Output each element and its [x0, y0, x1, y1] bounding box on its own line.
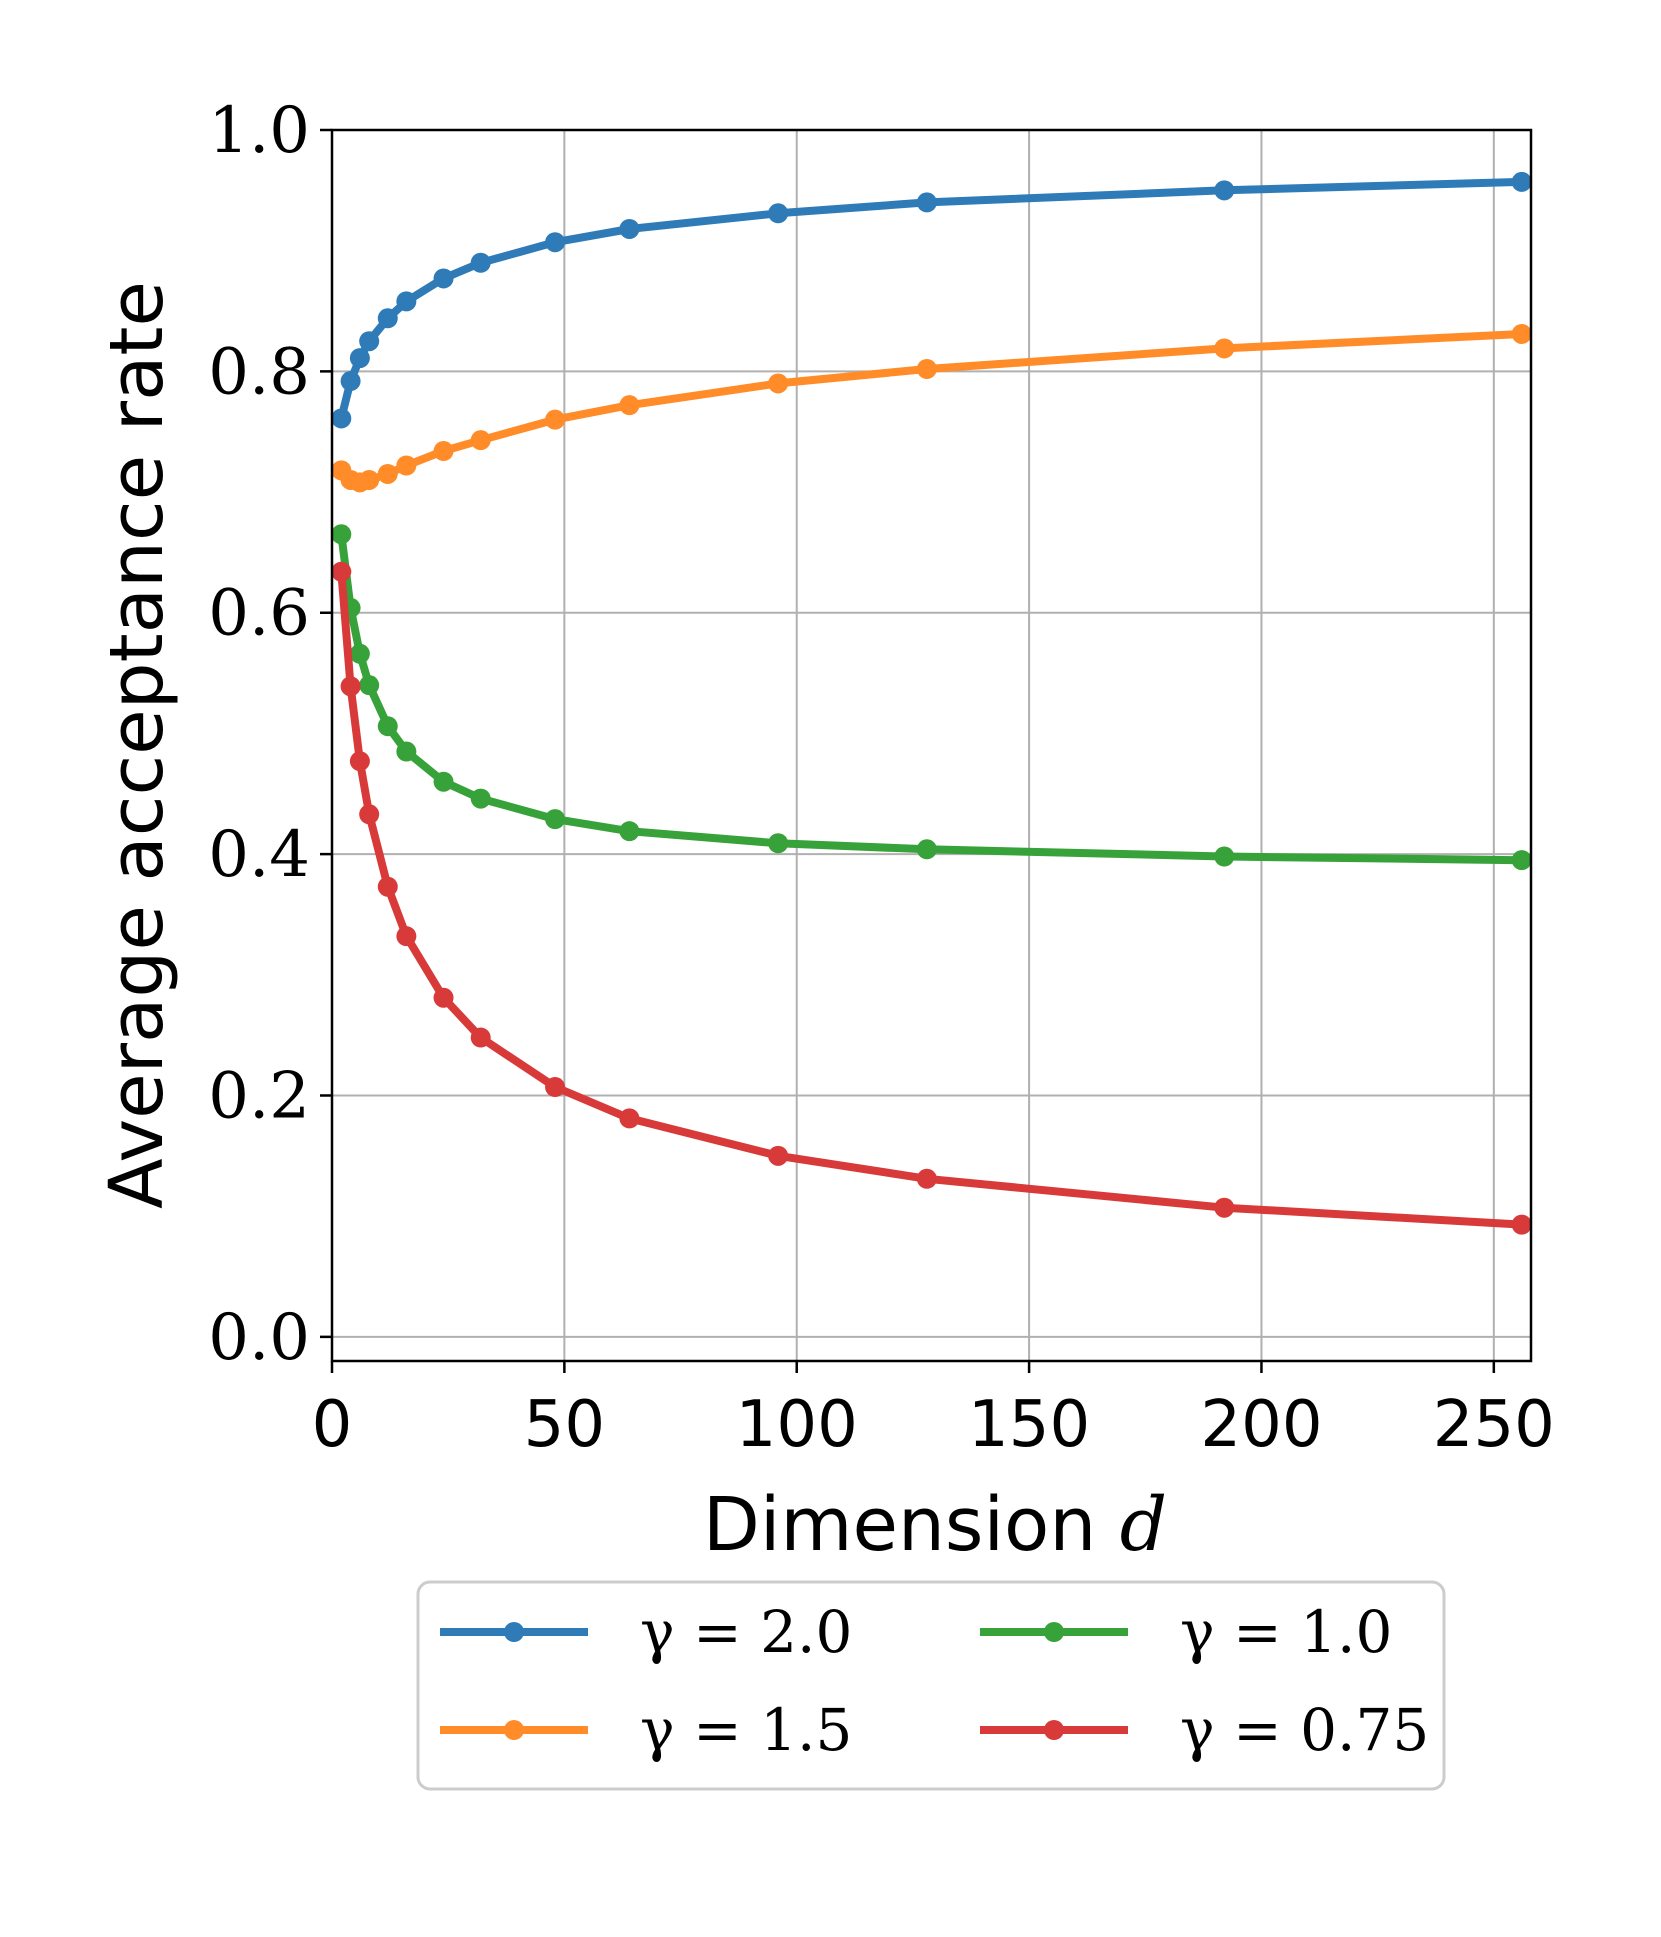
- x-tick-label: 0: [312, 1388, 353, 1462]
- data-point: [470, 252, 491, 273]
- data-point: [916, 839, 937, 860]
- data-point: [470, 430, 491, 451]
- data-point: [396, 455, 417, 476]
- y-tick-label: 0.4: [208, 818, 310, 892]
- data-point: [916, 1168, 937, 1189]
- data-point: [619, 218, 640, 239]
- data-point: [340, 676, 361, 697]
- x-tick-label: 100: [736, 1388, 858, 1462]
- data-point: [1214, 846, 1235, 867]
- series-1: [331, 171, 1532, 429]
- data-point: [359, 331, 380, 352]
- data-point: [331, 561, 352, 582]
- data-point: [768, 373, 789, 394]
- legend-entry: γ = 1.5: [440, 1696, 852, 1764]
- y-axis-label: Average acceptance rate: [94, 281, 180, 1209]
- data-point: [1511, 323, 1532, 344]
- data-point: [545, 1077, 566, 1098]
- data-point: [349, 751, 370, 772]
- x-tick-label: 250: [1433, 1388, 1555, 1462]
- data-point: [377, 876, 398, 897]
- x-axis-label-text: Dimension: [703, 1482, 1096, 1568]
- data-point: [433, 771, 454, 792]
- data-point: [768, 203, 789, 224]
- data-point: [1214, 180, 1235, 201]
- y-tick-label: 0.6: [208, 577, 310, 651]
- legend-swatch-marker: [1044, 1720, 1064, 1740]
- data-point: [619, 395, 640, 416]
- legend-swatch-marker: [504, 1622, 524, 1642]
- x-tick-label: 50: [524, 1388, 605, 1462]
- x-axis-label-variable: d: [1120, 1482, 1167, 1568]
- series-4: [331, 561, 1532, 1235]
- data-point: [349, 348, 370, 369]
- plot-frame: [330, 128, 1533, 1363]
- data-point: [1214, 338, 1235, 359]
- axis-ticks: 0 50 100 150 200 250 0.0 0.2 0.4 0.6 0.8 1.0: [208, 94, 1555, 1462]
- data-point: [349, 643, 370, 664]
- data-point: [470, 1027, 491, 1048]
- data-point: [916, 192, 937, 213]
- data-point: [359, 675, 380, 696]
- legend-label: γ = 1.0: [1180, 1598, 1392, 1666]
- series-layer: [331, 171, 1532, 1235]
- legend-entry: γ = 1.0: [980, 1598, 1392, 1666]
- data-point: [377, 463, 398, 484]
- x-tick-label: 200: [1200, 1388, 1322, 1462]
- data-point: [331, 408, 352, 429]
- legend: γ = 2.0 γ = 1.0 γ = 1.5 γ = 0.75: [416, 1580, 1446, 1791]
- data-point: [340, 371, 361, 392]
- data-point: [619, 821, 640, 842]
- y-tick-label: 1.0: [208, 94, 310, 168]
- x-tick-label: 150: [968, 1388, 1090, 1462]
- legend-swatch-marker: [504, 1720, 524, 1740]
- legend-box: [416, 1580, 1446, 1791]
- y-tick-label: 0.8: [208, 335, 310, 409]
- data-point: [359, 469, 380, 490]
- data-point: [331, 524, 352, 545]
- data-point: [396, 926, 417, 947]
- data-point: [1511, 850, 1532, 871]
- legend-label: γ = 1.5: [640, 1696, 852, 1764]
- data-point: [1511, 171, 1532, 192]
- data-point: [768, 833, 789, 854]
- data-point: [359, 804, 380, 825]
- y-tick-label: 0.0: [208, 1301, 310, 1375]
- data-point: [433, 987, 454, 1008]
- legend-entry: γ = 2.0: [440, 1598, 852, 1666]
- data-point: [377, 308, 398, 329]
- data-point: [377, 716, 398, 737]
- legend-label: γ = 0.75: [1180, 1696, 1429, 1764]
- y-tick-label: 0.2: [208, 1059, 310, 1133]
- data-point: [433, 441, 454, 462]
- data-point: [545, 409, 566, 430]
- data-point: [396, 741, 417, 762]
- series-2: [331, 323, 1532, 493]
- data-point: [545, 232, 566, 253]
- data-point: [768, 1145, 789, 1166]
- data-point: [1214, 1197, 1235, 1218]
- data-point: [470, 788, 491, 809]
- legend-swatch-marker: [1044, 1622, 1064, 1642]
- data-point: [1511, 1214, 1532, 1235]
- legend-label: γ = 2.0: [640, 1598, 852, 1666]
- data-point: [545, 809, 566, 830]
- legend-entry: γ = 0.75: [980, 1696, 1429, 1764]
- data-point: [396, 291, 417, 312]
- data-point: [433, 268, 454, 289]
- data-point: [619, 1108, 640, 1129]
- series-3: [331, 524, 1532, 871]
- data-point: [916, 358, 937, 379]
- x-axis-label: Dimension d: [703, 1482, 1167, 1568]
